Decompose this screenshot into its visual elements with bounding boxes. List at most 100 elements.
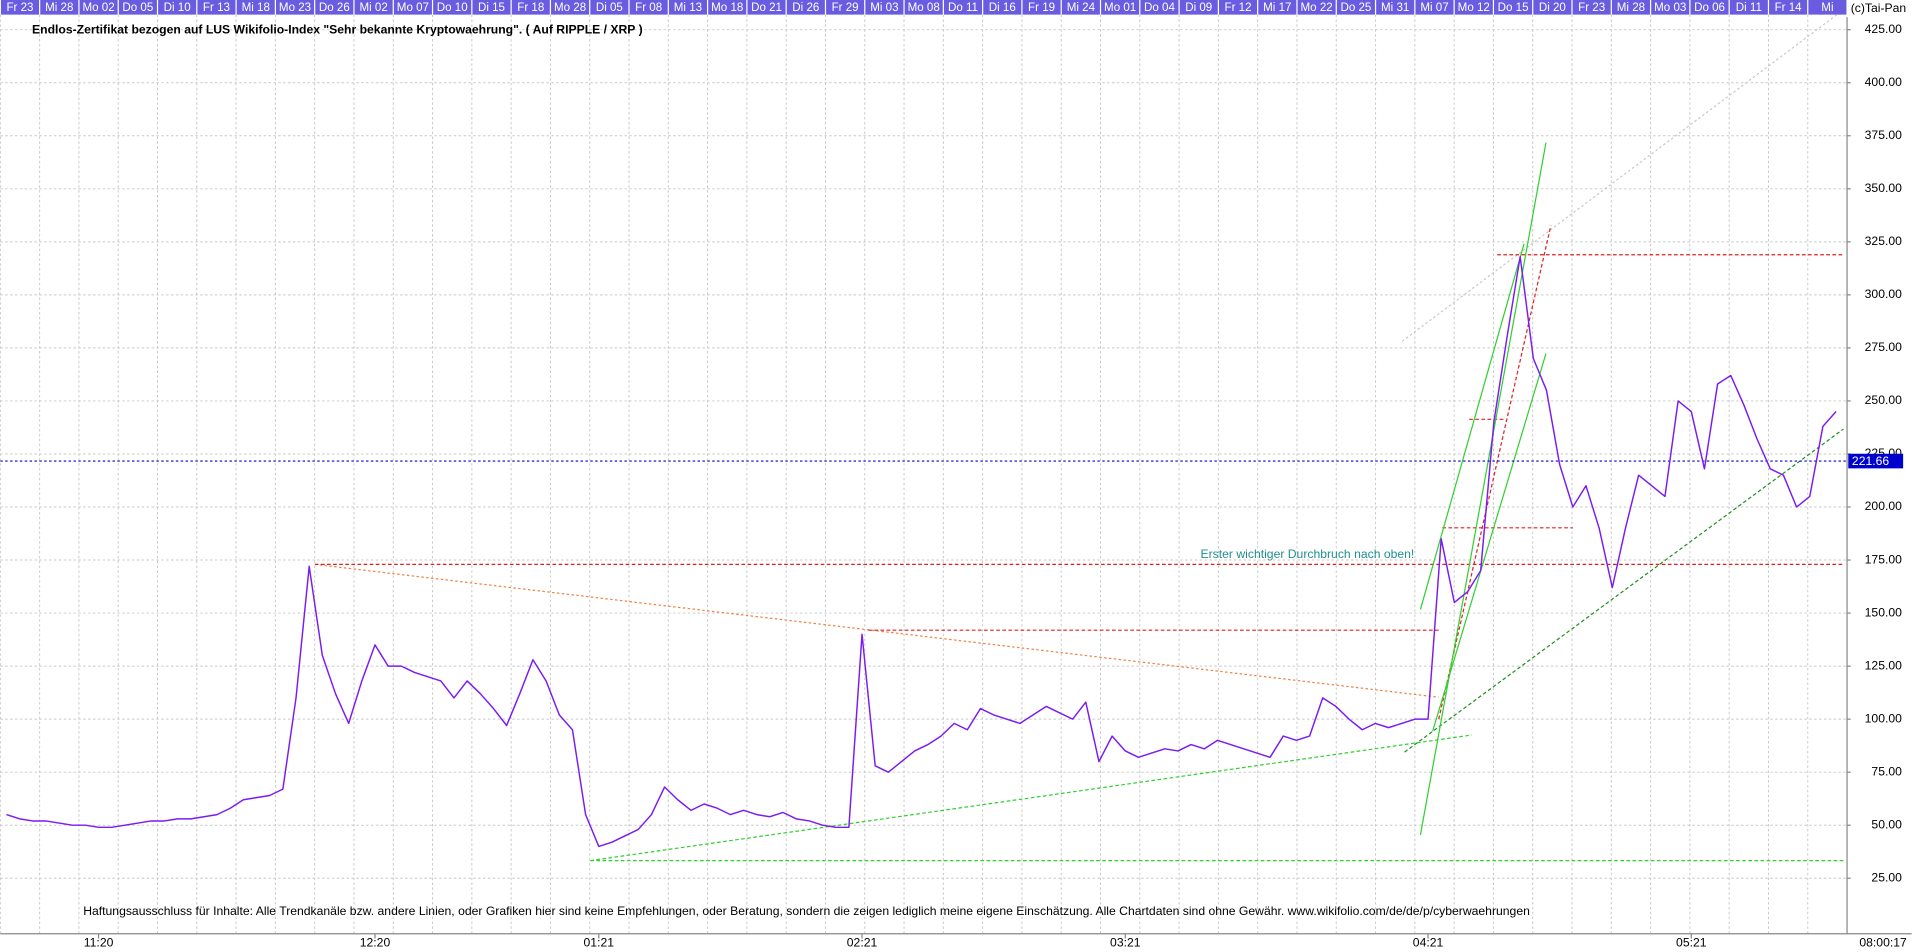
- date-cell: [393, 0, 432, 15]
- date-label: Mo 12: [1458, 2, 1490, 14]
- date-label: Fr 23: [6, 2, 33, 14]
- date-label: Do 04: [1144, 2, 1175, 14]
- date-label: Fr 29: [832, 2, 859, 14]
- date-cell: [1494, 0, 1533, 15]
- x-tick-label: 01:21: [584, 936, 615, 950]
- date-label: Mo 28: [554, 2, 586, 14]
- date-label: Di 20: [1539, 2, 1566, 14]
- date-label: Do 25: [1340, 2, 1371, 14]
- date-label: Do 11: [948, 2, 978, 14]
- date-label: Mo 03: [1654, 2, 1686, 14]
- date-label: Fr 18: [517, 2, 544, 14]
- price-line: [6, 255, 1837, 848]
- date-label: Di 09: [1185, 2, 1212, 14]
- trend-line: [1419, 243, 1525, 610]
- date-label: Mi 17: [1263, 2, 1291, 14]
- date-label: Di 05: [596, 2, 623, 14]
- date-cell: [1140, 0, 1179, 15]
- date-cell: [79, 0, 118, 15]
- date-cell: [1729, 0, 1768, 15]
- date-cell: [1061, 0, 1100, 15]
- date-cell: [1297, 0, 1336, 15]
- y-tick-label: 400.00: [1865, 75, 1902, 89]
- x-tick-label: 11:20: [84, 936, 114, 950]
- x-tick-label: 03:21: [1110, 936, 1141, 950]
- date-label: Fr 13: [203, 2, 230, 14]
- date-cell: [708, 0, 747, 15]
- date-cell: [943, 0, 983, 15]
- date-label: Mo 08: [908, 2, 940, 14]
- date-cell: [472, 0, 511, 15]
- date-cell: [1022, 0, 1061, 15]
- y-tick-label: 275.00: [1865, 340, 1902, 354]
- x-tick-label: 02:21: [847, 936, 878, 950]
- trend-line: [1404, 428, 1844, 753]
- date-label: Mo 22: [1301, 2, 1333, 14]
- date-cell: [1179, 0, 1218, 15]
- date-label: Mo 18: [711, 2, 743, 14]
- date-cell: [1415, 0, 1454, 15]
- date-cell: [1218, 0, 1258, 15]
- date-cell: [826, 0, 865, 15]
- y-tick-label: 50.00: [1871, 817, 1902, 831]
- date-cell: [197, 0, 236, 15]
- current-value-box: [1848, 453, 1904, 469]
- date-cell: [1690, 0, 1729, 15]
- y-tick-label: 250.00: [1865, 393, 1902, 407]
- date-label: Mi: [1821, 2, 1833, 14]
- date-cell: [1376, 0, 1415, 15]
- date-cell: [590, 0, 629, 15]
- date-label: Mi 24: [1067, 2, 1096, 14]
- trend-line: [1419, 142, 1547, 836]
- trend-line: [590, 734, 1472, 862]
- date-cell: [1651, 0, 1690, 15]
- date-label: Di 10: [164, 2, 191, 14]
- date-label: Mo 02: [82, 2, 114, 14]
- current-value-label: 221.66: [1852, 454, 1889, 468]
- date-cell: [158, 0, 197, 15]
- date-cell: [315, 0, 354, 15]
- date-label: Do 26: [319, 2, 350, 14]
- date-cell: [354, 0, 393, 15]
- chart-title: Endlos-Zertifikat bezogen auf LUS Wikifo…: [32, 23, 643, 37]
- y-tick-label: 75.00: [1871, 764, 1902, 778]
- date-cell: [1336, 0, 1375, 15]
- date-label: Mo 23: [279, 2, 311, 14]
- date-cell: [1808, 0, 1847, 15]
- date-label: Mi 02: [359, 2, 387, 14]
- data: [0, 255, 1848, 848]
- date-cell: [0, 0, 40, 15]
- date-label: Di 26: [792, 2, 819, 14]
- date-cell: [904, 0, 943, 15]
- x-tick-label: 04:21: [1413, 936, 1444, 950]
- x-tick-label: 05:21: [1676, 936, 1707, 950]
- trend-line: [1401, 9, 1844, 342]
- date-cell: [747, 0, 786, 15]
- timestamp: 08:00:17: [1859, 936, 1907, 950]
- y-tick-label: 375.00: [1865, 128, 1902, 142]
- trend-lines: [314, 9, 1844, 862]
- y-tick-label: 350.00: [1865, 181, 1902, 195]
- y-tick-label: 175.00: [1865, 552, 1902, 566]
- date-cell: [118, 0, 157, 15]
- date-label: Mi 28: [45, 2, 73, 14]
- date-cell: [551, 0, 590, 15]
- x-tick-label: 12:20: [360, 936, 391, 950]
- date-cell: [668, 0, 707, 15]
- date-cell: [236, 0, 275, 15]
- date-label: Fr 19: [1028, 2, 1055, 14]
- y-tick-label: 100.00: [1865, 711, 1902, 725]
- date-cell: [1769, 0, 1808, 15]
- annotation: Erster wichtiger Durchbruch nach oben!: [1201, 547, 1415, 561]
- date-label: Di 11: [1736, 2, 1762, 14]
- date-cell: [1611, 0, 1650, 15]
- date-cell: [1258, 0, 1297, 15]
- y-tick-label: 325.00: [1865, 234, 1902, 248]
- date-label: Mo 07: [397, 2, 429, 14]
- date-label: Fr 14: [1775, 2, 1803, 14]
- copyright: (c)Tai-Pan: [1851, 1, 1906, 15]
- date-label: Mi 18: [242, 2, 270, 14]
- y-tick-label: 300.00: [1865, 287, 1902, 301]
